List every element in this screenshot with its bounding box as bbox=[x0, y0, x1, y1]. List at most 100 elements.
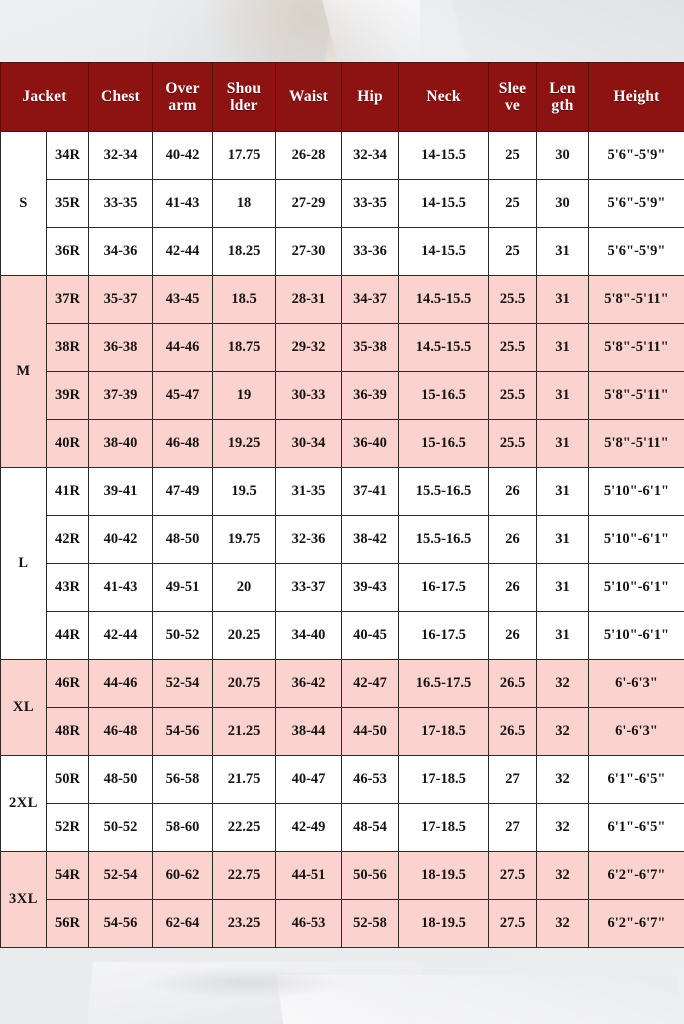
sleeve-value: 25 bbox=[488, 227, 537, 276]
sleeve-value: 26.5 bbox=[488, 707, 537, 756]
column-header-overarm-label-line1: Over bbox=[165, 79, 200, 97]
table-row: 39R 37-39 45-47 19 30-33 36-39 15-16.5 25.5 31 5'… bbox=[1, 371, 684, 420]
sleeve-value: 27.5 bbox=[488, 851, 537, 900]
waist-value: 36-42 bbox=[275, 659, 342, 708]
sleeve-value: 26 bbox=[488, 467, 537, 516]
column-header-overarm-label-line2: arm bbox=[168, 97, 197, 114]
hip-value: 35-38 bbox=[341, 323, 399, 372]
neck-value: 14-15.5 bbox=[398, 179, 489, 228]
overarm-value: 42-44 bbox=[152, 227, 213, 276]
chest-value: 54-56 bbox=[88, 899, 153, 948]
waist-value: 38-44 bbox=[275, 707, 342, 756]
sleeve-value: 25 bbox=[488, 131, 537, 180]
overarm-value: 47-49 bbox=[152, 467, 213, 516]
table-row: L 41R 39-41 47-49 19.5 31-35 37-41 15.5-16.5 26 3… bbox=[0, 467, 684, 660]
hip-value: 42-47 bbox=[341, 659, 399, 708]
waist-value: 46-53 bbox=[275, 899, 342, 948]
waist-value: 29-32 bbox=[275, 323, 342, 372]
length-value: 31 bbox=[536, 419, 589, 468]
table-row: 43R 41-43 49-51 20 33-37 39-43 16-17.5 26 31 5'10… bbox=[1, 563, 684, 612]
length-value: 32 bbox=[536, 707, 589, 756]
shoulder-value: 19.75 bbox=[212, 515, 276, 564]
neck-value: 17-18.5 bbox=[398, 707, 489, 756]
shoulder-value: 18.75 bbox=[212, 323, 276, 372]
jacket-size: 44R bbox=[46, 611, 89, 660]
neck-value: 15.5-16.5 bbox=[398, 467, 489, 516]
length-value: 31 bbox=[536, 227, 589, 276]
length-value: 32 bbox=[536, 803, 589, 852]
column-header-chest: Chest bbox=[88, 62, 153, 132]
neck-value: 16-17.5 bbox=[398, 563, 489, 612]
jacket-size: 38R bbox=[46, 323, 89, 372]
overarm-value: 48-50 bbox=[152, 515, 213, 564]
overarm-value: 49-51 bbox=[152, 563, 213, 612]
sleeve-value: 25 bbox=[488, 179, 537, 228]
table-header: Jacket Chest Over arm Shou lder Waist bbox=[0, 62, 684, 132]
overarm-value: 44-46 bbox=[152, 323, 213, 372]
column-header-shoulder: Shou lder bbox=[212, 62, 276, 132]
height-value: 6'-6'3" bbox=[588, 707, 684, 756]
column-header-hip-label: Hip bbox=[357, 88, 383, 106]
column-header-height-label: Height bbox=[613, 88, 660, 106]
column-header-overarm: Over arm bbox=[152, 62, 213, 132]
jacket-size: 36R bbox=[46, 227, 89, 276]
column-header-length-label-line2: gth bbox=[551, 97, 574, 114]
overarm-value: 56-58 bbox=[152, 755, 213, 804]
neck-value: 14.5-15.5 bbox=[398, 323, 489, 372]
table-row: 3XL 54R 52-54 60-62 22.75 44-51 50-56 18-19.5 27… bbox=[0, 851, 684, 948]
chest-value: 50-52 bbox=[88, 803, 153, 852]
hip-value: 33-36 bbox=[341, 227, 399, 276]
size-group-label: XL bbox=[0, 659, 47, 756]
table-row: 2XL 50R 48-50 56-58 21.75 40-47 46-53 17-18.5 27… bbox=[0, 755, 684, 852]
jacket-size: 54R bbox=[46, 851, 89, 900]
length-value: 32 bbox=[536, 659, 589, 708]
background-shoulder-shape bbox=[144, 0, 336, 62]
chest-value: 40-42 bbox=[88, 515, 153, 564]
table-row: 38R 36-38 44-46 18.75 29-32 35-38 14.5-15.5 25.… bbox=[1, 323, 684, 372]
shoulder-value: 17.75 bbox=[212, 131, 276, 180]
jacket-size: 41R bbox=[46, 467, 89, 516]
shoulder-value: 18 bbox=[212, 179, 276, 228]
overarm-value: 46-48 bbox=[152, 419, 213, 468]
chest-value: 32-34 bbox=[88, 131, 153, 180]
overarm-value: 40-42 bbox=[152, 131, 213, 180]
length-value: 32 bbox=[536, 755, 589, 804]
neck-value: 14-15.5 bbox=[398, 227, 489, 276]
waist-value: 32-36 bbox=[275, 515, 342, 564]
chest-value: 46-48 bbox=[88, 707, 153, 756]
column-header-jacket: Jacket bbox=[0, 62, 89, 132]
length-value: 32 bbox=[536, 899, 589, 948]
chest-value: 35-37 bbox=[88, 275, 153, 324]
neck-value: 17-18.5 bbox=[398, 755, 489, 804]
sleeve-value: 26 bbox=[488, 515, 537, 564]
shoulder-value: 19.25 bbox=[212, 419, 276, 468]
shoulder-value: 18.5 bbox=[212, 275, 276, 324]
table-row: 35R 33-35 41-43 18 27-29 33-35 14-15.5 25 30 5'6"… bbox=[1, 179, 684, 228]
neck-value: 15.5-16.5 bbox=[398, 515, 489, 564]
shoulder-value: 21.75 bbox=[212, 755, 276, 804]
sleeve-value: 26.5 bbox=[488, 659, 537, 708]
sleeve-value: 27.5 bbox=[488, 899, 537, 948]
jacket-size: 43R bbox=[46, 563, 89, 612]
hip-value: 50-56 bbox=[341, 851, 399, 900]
waist-value: 40-47 bbox=[275, 755, 342, 804]
jacket-size: 48R bbox=[46, 707, 89, 756]
overarm-value: 58-60 bbox=[152, 803, 213, 852]
chest-value: 36-38 bbox=[88, 323, 153, 372]
overarm-value: 41-43 bbox=[152, 179, 213, 228]
sleeve-value: 27 bbox=[488, 755, 537, 804]
overarm-value: 60-62 bbox=[152, 851, 213, 900]
overarm-value: 50-52 bbox=[152, 611, 213, 660]
hip-value: 39-43 bbox=[341, 563, 399, 612]
jacket-size: 35R bbox=[46, 179, 89, 228]
length-value: 31 bbox=[536, 563, 589, 612]
header-row: Jacket Chest Over arm Shou lder Waist bbox=[0, 62, 684, 132]
column-header-jacket-label: Jacket bbox=[22, 88, 67, 106]
height-value: 5'10"-6'1" bbox=[588, 515, 684, 564]
chest-value: 41-43 bbox=[88, 563, 153, 612]
table-row: 52R 50-52 58-60 22.25 42-49 48-54 17-18.5 27 32 6… bbox=[1, 803, 684, 852]
column-header-hip: Hip bbox=[341, 62, 399, 132]
height-value: 5'6"-5'9" bbox=[588, 131, 684, 180]
size-group-label: L bbox=[0, 467, 47, 660]
